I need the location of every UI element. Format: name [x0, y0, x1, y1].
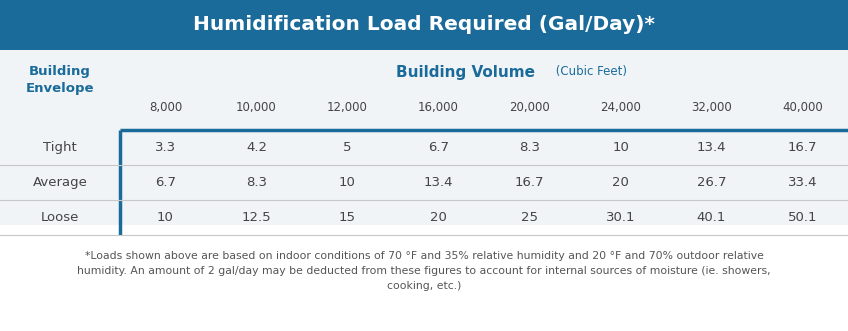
Text: 26.7: 26.7	[697, 176, 726, 189]
Text: 16.7: 16.7	[788, 141, 817, 154]
Text: 6.7: 6.7	[155, 176, 176, 189]
Text: 32,000: 32,000	[691, 102, 732, 115]
Text: 24,000: 24,000	[600, 102, 641, 115]
Text: Building
Envelope: Building Envelope	[25, 66, 94, 95]
Text: 8.3: 8.3	[519, 141, 540, 154]
Text: 4.2: 4.2	[246, 141, 267, 154]
Text: Loose: Loose	[41, 211, 79, 224]
Text: 20: 20	[612, 176, 629, 189]
Text: 13.4: 13.4	[697, 141, 726, 154]
Text: 10: 10	[612, 141, 629, 154]
Text: 20: 20	[430, 211, 447, 224]
Text: 12,000: 12,000	[327, 102, 368, 115]
Text: humidity. An amount of 2 gal/day may be deducted from these figures to account f: humidity. An amount of 2 gal/day may be …	[77, 266, 771, 276]
Text: 30.1: 30.1	[605, 211, 635, 224]
Text: 20,000: 20,000	[509, 102, 550, 115]
Text: 40.1: 40.1	[697, 211, 726, 224]
Text: Building Volume: Building Volume	[397, 65, 535, 79]
Text: 10: 10	[157, 211, 174, 224]
Text: 16.7: 16.7	[515, 176, 544, 189]
Text: Humidification Load Required (Gal/Day)*: Humidification Load Required (Gal/Day)*	[193, 16, 655, 34]
Text: 50.1: 50.1	[788, 211, 817, 224]
Text: 25: 25	[521, 211, 538, 224]
Text: 10: 10	[339, 176, 356, 189]
Text: Tight: Tight	[43, 141, 77, 154]
Text: 33.4: 33.4	[788, 176, 817, 189]
Text: 13.4: 13.4	[424, 176, 453, 189]
Text: Average: Average	[32, 176, 87, 189]
Text: 16,000: 16,000	[418, 102, 459, 115]
FancyBboxPatch shape	[0, 0, 848, 50]
Text: 5: 5	[343, 141, 352, 154]
Text: 10,000: 10,000	[236, 102, 277, 115]
Text: 3.3: 3.3	[155, 141, 176, 154]
Text: 12.5: 12.5	[242, 211, 271, 224]
Text: 15: 15	[339, 211, 356, 224]
Text: 40,000: 40,000	[782, 102, 823, 115]
Text: 8.3: 8.3	[246, 176, 267, 189]
Text: cooking, etc.): cooking, etc.)	[387, 281, 461, 291]
Text: (Cubic Feet): (Cubic Feet)	[551, 66, 627, 78]
Text: *Loads shown above are based on indoor conditions of 70 °F and 35% relative humi: *Loads shown above are based on indoor c…	[85, 251, 763, 261]
FancyBboxPatch shape	[0, 50, 848, 225]
Text: 8,000: 8,000	[149, 102, 182, 115]
Text: 6.7: 6.7	[428, 141, 449, 154]
